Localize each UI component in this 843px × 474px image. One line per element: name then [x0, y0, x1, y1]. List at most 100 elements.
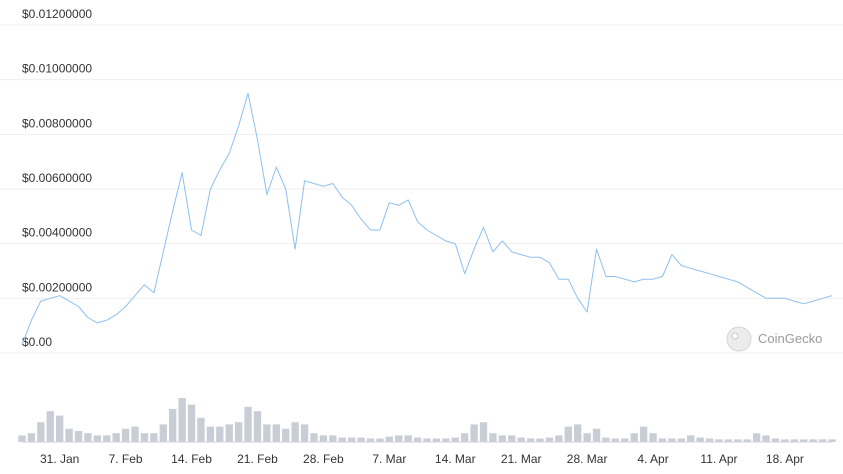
volume-bar — [74, 431, 83, 442]
x-tick-label: 4. Apr — [637, 452, 668, 466]
volume-bar — [668, 438, 676, 442]
x-tick-label: 18. Apr — [766, 452, 804, 466]
volume-bar — [461, 433, 469, 442]
volume-bar — [762, 435, 770, 442]
x-tick-label: 7. Mar — [372, 452, 406, 466]
volume-bar — [216, 426, 224, 442]
x-tick-label: 14. Feb — [171, 452, 212, 466]
volume-bar — [677, 438, 685, 442]
volume-bar — [498, 435, 507, 442]
volume-bar — [752, 433, 761, 442]
volume-bar — [602, 437, 610, 442]
volume-bar — [649, 433, 657, 442]
price-line — [21, 92, 833, 345]
volume-bar — [131, 426, 139, 442]
x-tick-label: 21. Feb — [237, 452, 278, 466]
coingecko-watermark: CoinGecko — [726, 326, 822, 352]
volume-bar — [395, 435, 403, 442]
volume-bar — [121, 428, 130, 442]
volume-bar — [93, 435, 102, 442]
volume-bar — [583, 433, 591, 442]
volume-bar — [771, 438, 780, 442]
volume-bar — [592, 428, 601, 442]
y-tick-label: $0.01200000 — [22, 7, 92, 21]
x-tick-label: 21. Mar — [501, 452, 542, 466]
volume-bar — [734, 439, 742, 442]
x-tick-label: 28. Mar — [567, 452, 608, 466]
volume-bar — [715, 439, 723, 442]
volume-bar — [27, 433, 36, 442]
volume-bar — [658, 438, 667, 442]
volume-bar — [451, 437, 459, 442]
volume-bar — [621, 438, 629, 442]
volume-bar — [696, 437, 704, 442]
volume-bar — [743, 439, 751, 442]
volume-bar — [244, 406, 252, 442]
volume-bar — [263, 424, 271, 442]
volume-bar — [159, 424, 167, 442]
y-axis-labels: $0.00 $0.00200000 $0.00400000 $0.00600000 $0… — [22, 7, 92, 349]
volume-bar — [508, 435, 516, 442]
volume-bars — [18, 398, 836, 443]
volume-bar — [84, 433, 92, 442]
volume-bar — [404, 435, 412, 442]
volume-bar — [357, 437, 365, 442]
grid-lines — [0, 24, 843, 354]
volume-bar — [385, 436, 393, 442]
volume-bar — [536, 438, 544, 442]
volume-bar — [564, 426, 572, 442]
x-tick-label: 31. Jan — [40, 452, 79, 466]
x-tick-label: 7. Feb — [109, 452, 143, 466]
volume-bar — [489, 433, 497, 442]
volume-bar — [310, 433, 318, 442]
volume-bar — [338, 437, 346, 442]
x-axis-labels: 31. Jan 7. Feb 14. Feb 21. Feb 28. Feb 7. Mar… — [40, 452, 804, 466]
volume-bar — [206, 426, 215, 442]
volume-bar — [366, 438, 375, 442]
volume-bar — [300, 424, 309, 442]
volume-bar — [724, 439, 733, 442]
volume-bar — [545, 437, 554, 442]
y-tick-label: $0.01000000 — [22, 62, 92, 76]
y-tick-label: $0.00200000 — [22, 280, 92, 294]
volume-bar — [413, 437, 422, 442]
volume-bar — [555, 435, 563, 442]
y-tick-label: $0.00 — [22, 335, 52, 349]
volume-bar — [169, 409, 177, 442]
volume-bar — [112, 433, 120, 442]
volume-bar — [282, 428, 290, 442]
volume-bar — [781, 439, 789, 442]
volume-bar — [790, 439, 798, 442]
volume-bar — [253, 411, 262, 442]
volume-bar — [150, 433, 158, 442]
volume-bar — [187, 404, 196, 442]
volume-bar — [56, 415, 64, 442]
volume-bar — [630, 433, 638, 442]
volume-bar — [423, 438, 431, 442]
volume-bar — [432, 438, 441, 442]
volume-bar — [639, 426, 648, 442]
volume-bar — [103, 435, 111, 442]
volume-bar — [291, 422, 299, 442]
volume-bar — [376, 438, 384, 442]
volume-bar — [574, 424, 582, 442]
volume-bar — [526, 438, 535, 442]
volume-bar — [319, 435, 328, 442]
volume-bar — [611, 438, 620, 442]
volume-bar — [705, 438, 714, 442]
y-tick-label: $0.00800000 — [22, 116, 92, 130]
volume-bar — [272, 424, 280, 442]
gecko-logo-icon — [726, 326, 752, 352]
volume-bar — [479, 422, 488, 442]
volume-bar — [470, 424, 478, 442]
y-tick-label: $0.00400000 — [22, 226, 92, 240]
volume-bar — [347, 437, 356, 442]
volume-bar — [517, 437, 525, 442]
volume-bar — [46, 411, 54, 442]
volume-bar — [37, 422, 45, 442]
volume-bar — [197, 417, 205, 442]
x-tick-label: 28. Feb — [303, 452, 344, 466]
volume-bar — [687, 435, 695, 442]
y-tick-label: $0.00600000 — [22, 171, 92, 185]
